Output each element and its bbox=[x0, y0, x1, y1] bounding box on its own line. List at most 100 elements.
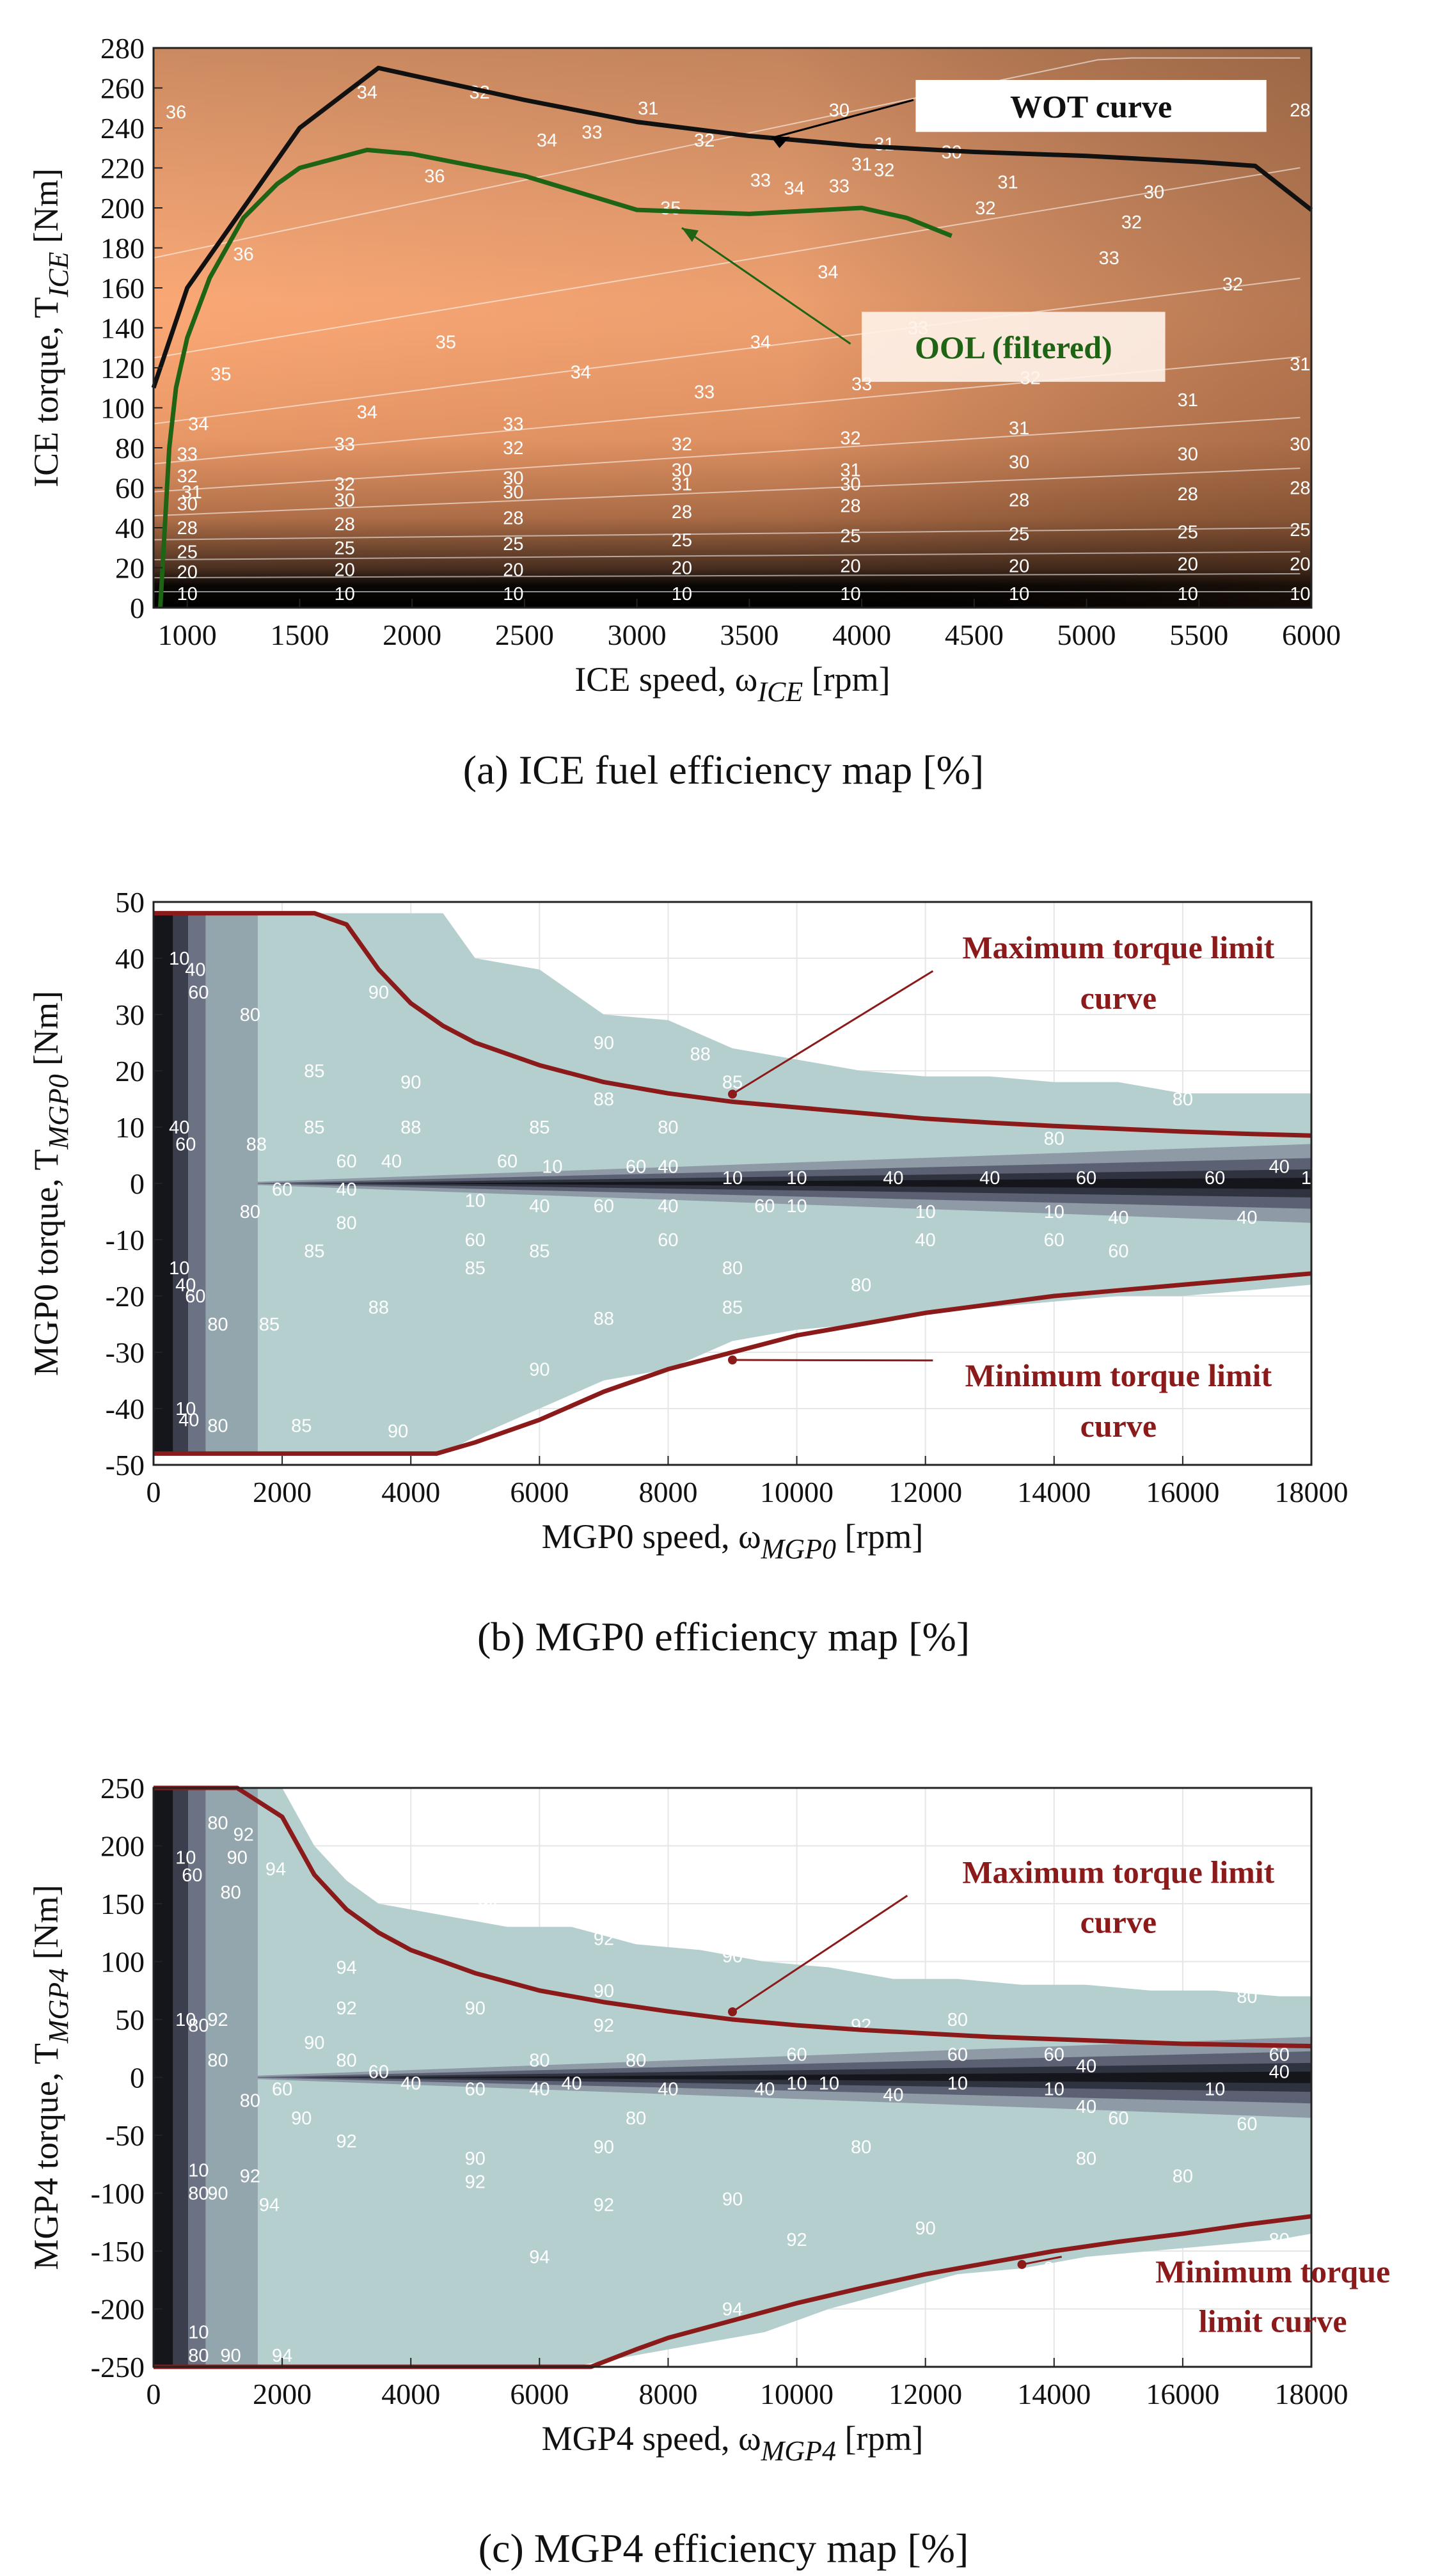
limit-arrowhead bbox=[1017, 2260, 1027, 2270]
contour-label: 33 bbox=[829, 177, 850, 197]
contour-label: 92 bbox=[594, 2195, 614, 2216]
contour-label: 80 bbox=[722, 1258, 743, 1279]
x-tick-label: 4000 bbox=[381, 2378, 440, 2410]
contour-label: 40 bbox=[1269, 1157, 1290, 1178]
y-tick-label: 220 bbox=[100, 152, 145, 185]
contour-label: 80 bbox=[947, 2010, 968, 2030]
contour-label: 60 bbox=[272, 2080, 292, 2100]
contour-label: 10 bbox=[188, 2160, 209, 2181]
contour-label: 25 bbox=[335, 538, 355, 558]
contour-label: 85 bbox=[304, 1242, 324, 1262]
contour-label: 36 bbox=[233, 244, 253, 265]
contour-label: 80 bbox=[658, 1118, 678, 1138]
contour-label: 10 bbox=[175, 2010, 196, 2030]
x-tick-label: 12000 bbox=[889, 2378, 962, 2410]
contour-label: 20 bbox=[503, 560, 523, 581]
contour-label: 60 bbox=[1044, 2044, 1064, 2065]
contour-label: 92 bbox=[786, 2230, 807, 2250]
contour-label: 34 bbox=[784, 178, 805, 199]
contour-label: 60 bbox=[465, 2080, 486, 2100]
low-speed-band-60 bbox=[188, 913, 206, 1454]
x-tick-label: 2000 bbox=[253, 1476, 312, 1508]
y-tick-label: -100 bbox=[91, 2177, 145, 2210]
contour-label: 90 bbox=[594, 2137, 614, 2158]
contour-label: 90 bbox=[1044, 2259, 1064, 2279]
contour-label: 80 bbox=[1173, 1089, 1193, 1110]
series-line bbox=[154, 1271, 1312, 1456]
contour-label: 25 bbox=[503, 534, 523, 555]
series-line bbox=[154, 911, 1312, 1138]
contour-label: 92 bbox=[207, 2010, 228, 2030]
y-tick-label: 10 bbox=[115, 1111, 145, 1144]
contour-label: 40 bbox=[979, 1168, 1000, 1189]
y-tick-label: -250 bbox=[91, 2351, 145, 2383]
contour-label: 60 bbox=[182, 1865, 202, 1886]
efficiency-band-10 bbox=[385, 2071, 1311, 2083]
contour-label: 30 bbox=[672, 460, 692, 480]
contour-label: 92 bbox=[851, 2016, 871, 2036]
contour-label: 88 bbox=[246, 1134, 267, 1155]
x-tick-label: 16000 bbox=[1146, 1476, 1219, 1508]
contour-label: 90 bbox=[304, 2033, 324, 2053]
limit-arrowhead bbox=[728, 2007, 737, 2016]
contour-line bbox=[153, 416, 1301, 493]
limit-label: Minimum torque limit bbox=[965, 1357, 1272, 1393]
contour-label: 10 bbox=[503, 584, 523, 604]
panel-mgp4: 1060808090929410809292949492909090929092… bbox=[27, 1772, 1390, 2467]
series-line bbox=[154, 1785, 1312, 2049]
limit-arrow bbox=[732, 1359, 933, 1362]
x-tick-label: 2000 bbox=[383, 619, 441, 651]
low-speed-band-80 bbox=[205, 1788, 258, 2367]
contour-line bbox=[153, 167, 1301, 359]
x-tick-label: 3000 bbox=[608, 619, 667, 651]
contour-line bbox=[153, 278, 1301, 425]
efficiency-band-10 bbox=[385, 1178, 1311, 1189]
y-tick-label: 40 bbox=[115, 512, 145, 544]
contour-label: 40 bbox=[381, 1151, 402, 1172]
contour-label: 60 bbox=[185, 1286, 205, 1307]
contour-label: 20 bbox=[335, 560, 355, 581]
contour-label: 30 bbox=[1178, 444, 1198, 464]
x-tick-label: 1000 bbox=[158, 619, 217, 651]
contour-label: 35 bbox=[210, 364, 231, 384]
contour-label: 80 bbox=[1076, 2149, 1096, 2169]
contour-label: 60 bbox=[465, 1230, 486, 1251]
contour-label: 80 bbox=[221, 1883, 241, 1903]
y-tick-label: 50 bbox=[115, 886, 145, 919]
x-tick-label: 3500 bbox=[720, 619, 779, 651]
contour-label: 30 bbox=[335, 490, 355, 510]
contour-label: 28 bbox=[1290, 100, 1310, 121]
contour-label: 40 bbox=[658, 2080, 678, 2100]
contour-label: 10 bbox=[840, 584, 860, 604]
contour-label: 20 bbox=[177, 562, 198, 583]
contour-label: 32 bbox=[840, 428, 860, 448]
contour-label: 34 bbox=[537, 130, 557, 151]
x-tick-label: 8000 bbox=[638, 2378, 697, 2410]
contour-label: 90 bbox=[388, 1421, 408, 1442]
contour-label: 90 bbox=[207, 2184, 228, 2204]
contour-label: 92 bbox=[594, 1929, 614, 1949]
contour-label: 32 bbox=[1121, 212, 1142, 233]
limit-label-line2: limit curve bbox=[1199, 2303, 1347, 2339]
y-tick-label: 280 bbox=[100, 32, 145, 65]
y-tick-label: 60 bbox=[115, 472, 145, 505]
contour-label: 30 bbox=[1290, 434, 1310, 455]
contour-label: 10 bbox=[1044, 2080, 1064, 2100]
contour-label: 80 bbox=[626, 2050, 646, 2071]
x-tick-label: 14000 bbox=[1017, 2378, 1091, 2410]
contour-label: 40 bbox=[561, 2074, 581, 2094]
figure-caption: (c) MGP4 efficiency map [%] bbox=[478, 2525, 969, 2571]
contour-label: 28 bbox=[840, 496, 860, 517]
figure-caption: (b) MGP0 efficiency map [%] bbox=[477, 1614, 970, 1659]
contour-label: 90 bbox=[638, 1387, 659, 1408]
limit-label: Maximum torque limit bbox=[962, 929, 1274, 965]
contour-label: 40 bbox=[658, 1157, 678, 1178]
contour-label: 92 bbox=[233, 1824, 254, 1845]
y-axis-label: MGP0 torque, TMGP0 [Nm] bbox=[27, 991, 74, 1376]
contour-label: 31 bbox=[1009, 418, 1029, 439]
y-tick-label: 20 bbox=[115, 1055, 145, 1087]
contour-label: 92 bbox=[465, 2172, 486, 2192]
contour-label: 28 bbox=[1178, 484, 1198, 505]
contour-label: 60 bbox=[1237, 2114, 1257, 2135]
contour-label: 88 bbox=[400, 1118, 421, 1138]
